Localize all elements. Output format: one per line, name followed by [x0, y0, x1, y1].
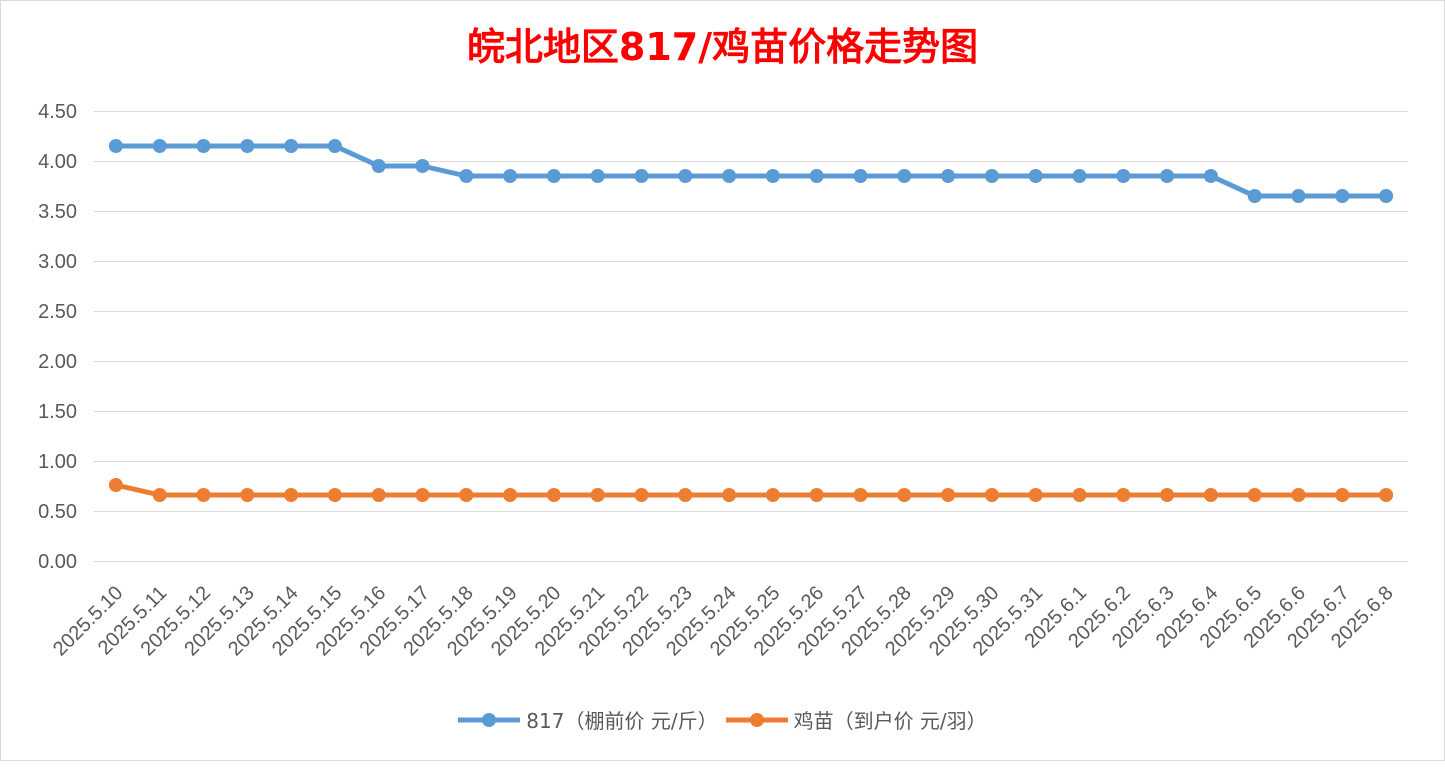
series-2-point[interactable]	[415, 488, 430, 502]
series-2-point[interactable]	[371, 488, 386, 502]
series-1-point[interactable]	[634, 169, 649, 183]
series-1-point[interactable]	[327, 139, 342, 153]
series-1-point[interactable]	[196, 139, 211, 153]
series-1-point[interactable]	[941, 169, 956, 183]
series-1-point[interactable]	[1335, 189, 1350, 203]
series-1-point[interactable]	[284, 139, 299, 153]
series-2-point[interactable]	[546, 488, 561, 502]
series-1-point[interactable]	[853, 169, 868, 183]
series-1-point[interactable]	[984, 169, 999, 183]
series-layer	[108, 139, 1394, 502]
x-axis-ticks: 2025.5.102025.5.112025.5.122025.5.132025…	[49, 582, 1398, 660]
series-2-point[interactable]	[1291, 488, 1306, 502]
series-1-point[interactable]	[1379, 189, 1394, 203]
series-1-point[interactable]	[503, 169, 518, 183]
series-2-point[interactable]	[1072, 488, 1087, 502]
series-2-point[interactable]	[1203, 488, 1218, 502]
series-2-point[interactable]	[765, 488, 780, 502]
series-2-point[interactable]	[196, 488, 211, 502]
series-2-point[interactable]	[897, 488, 912, 502]
series-1-point[interactable]	[1247, 189, 1262, 203]
series-1-point[interactable]	[809, 169, 824, 183]
series-1-point[interactable]	[1160, 169, 1175, 183]
y-tick-label: 4.00	[38, 151, 77, 173]
series-1-line	[113, 143, 1389, 199]
gridlines	[94, 111, 1408, 562]
series-2-point[interactable]	[327, 488, 342, 502]
series-1-point[interactable]	[765, 169, 780, 183]
series-1-point[interactable]	[1291, 189, 1306, 203]
series-1-point[interactable]	[108, 139, 123, 153]
y-tick-label: 1.00	[38, 451, 77, 473]
series-2-point[interactable]	[284, 488, 299, 502]
legend-swatch-chick	[725, 712, 788, 727]
y-tick-label: 2.00	[38, 351, 77, 373]
series-2-point[interactable]	[678, 488, 693, 502]
series-1-point[interactable]	[415, 159, 430, 173]
series-1-point[interactable]	[1028, 169, 1043, 183]
series-2-point[interactable]	[1247, 488, 1262, 502]
y-tick-label: 3.50	[38, 201, 77, 223]
series-2-point[interactable]	[459, 488, 474, 502]
legend: 817（棚前价 元/斤） 鸡苗（到户价 元/羽）	[0, 705, 1445, 734]
y-tick-label: 0.50	[38, 501, 77, 523]
legend-item-chick[interactable]: 鸡苗（到户价 元/羽）	[725, 705, 987, 734]
y-tick-label: 0.00	[38, 551, 77, 573]
chart-title: 皖北地区817/鸡苗价格走势图	[466, 25, 979, 69]
series-2-point[interactable]	[1116, 488, 1131, 502]
series-1-point[interactable]	[371, 159, 386, 173]
series-1-point[interactable]	[240, 139, 255, 153]
series-1-point[interactable]	[897, 169, 912, 183]
series-2-point[interactable]	[809, 488, 824, 502]
legend-swatch-817	[458, 712, 521, 727]
series-2-point[interactable]	[1028, 488, 1043, 502]
series-2-point[interactable]	[634, 488, 649, 502]
series-2-point[interactable]	[1335, 488, 1350, 502]
series-2-point[interactable]	[1379, 488, 1394, 502]
series-1	[108, 139, 1394, 203]
series-1-point[interactable]	[678, 169, 693, 183]
series-1-point[interactable]	[1116, 169, 1131, 183]
series-1-point[interactable]	[152, 139, 167, 153]
y-tick-label: 1.50	[38, 401, 77, 423]
series-1-point[interactable]	[722, 169, 737, 183]
series-2-point[interactable]	[108, 478, 123, 492]
series-1-point[interactable]	[590, 169, 605, 183]
series-2	[108, 478, 1394, 502]
series-2-line	[113, 482, 1389, 498]
y-tick-label: 2.50	[38, 301, 77, 323]
series-1-point[interactable]	[1203, 169, 1218, 183]
legend-label-chick: 鸡苗（到户价 元/羽）	[793, 709, 987, 733]
series-2-point[interactable]	[722, 488, 737, 502]
y-tick-label: 4.50	[38, 101, 77, 123]
series-1-point[interactable]	[1072, 169, 1087, 183]
series-2-point[interactable]	[984, 488, 999, 502]
y-tick-label: 3.00	[38, 251, 77, 273]
series-2-point[interactable]	[853, 488, 868, 502]
series-2-point[interactable]	[152, 488, 167, 502]
series-2-point[interactable]	[503, 488, 518, 502]
legend-item-817[interactable]: 817（棚前价 元/斤）	[458, 705, 718, 734]
legend-label-817: 817（棚前价 元/斤）	[526, 709, 718, 733]
series-2-point[interactable]	[240, 488, 255, 502]
y-axis-ticks: 0.00 0.50 1.00 1.50 2.00 2.50 3.00 3.50 4.00 4.50	[38, 101, 77, 573]
series-2-point[interactable]	[590, 488, 605, 502]
series-1-point[interactable]	[546, 169, 561, 183]
series-2-point[interactable]	[1160, 488, 1175, 502]
series-2-point[interactable]	[941, 488, 956, 502]
series-1-point[interactable]	[459, 169, 474, 183]
